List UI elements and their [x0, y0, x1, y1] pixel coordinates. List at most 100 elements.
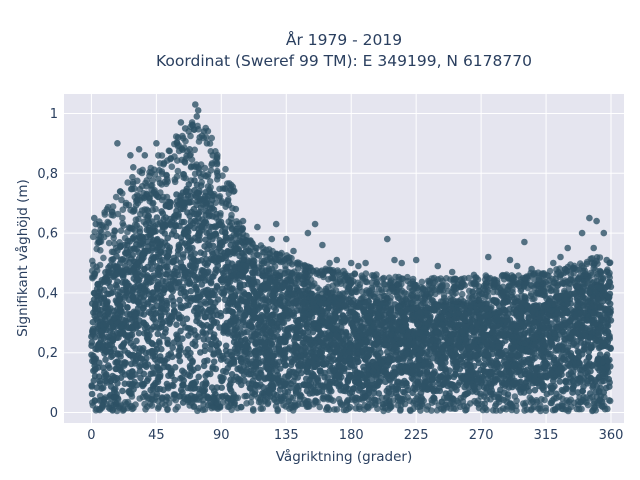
data-point-3223 — [401, 389, 408, 396]
data-point-4714 — [192, 331, 199, 339]
data-point-4534 — [157, 249, 165, 256]
data-point-4962 — [324, 318, 331, 326]
data-point-1702 — [197, 349, 204, 356]
data-point-4137 — [452, 357, 459, 365]
data-point-2478 — [164, 339, 171, 347]
data-point-4389 — [215, 340, 223, 347]
data-point-4442 — [127, 373, 134, 381]
data-point-4778 — [323, 343, 330, 351]
data-point-3550 — [261, 343, 269, 351]
data-point-4537 — [573, 338, 581, 345]
data-point-4968 — [303, 322, 310, 330]
data-point-3310 — [142, 288, 149, 295]
data-point-4877 — [388, 338, 396, 346]
data-point-3829 — [136, 289, 143, 297]
data-point-4794 — [161, 308, 169, 316]
data-point-2612 — [248, 333, 255, 340]
data-point-4616 — [226, 248, 233, 255]
data-point-2876 — [207, 370, 214, 378]
data-point-4483 — [567, 333, 574, 341]
data-point-3480 — [239, 256, 246, 264]
data-point-4008 — [519, 360, 527, 368]
data-point-4553 — [477, 315, 484, 322]
data-point-4659 — [180, 230, 188, 237]
data-point-2910 — [179, 189, 187, 196]
data-point-3526 — [210, 351, 217, 358]
data-point-4918 — [446, 349, 453, 356]
data-point-4952 — [326, 362, 334, 370]
data-point-3263 — [91, 302, 99, 310]
data-point-3126 — [212, 232, 220, 239]
data-point-4185 — [177, 302, 184, 309]
data-point-4255 — [207, 323, 215, 330]
data-point-3740 — [164, 355, 171, 362]
data-point-2045 — [124, 304, 131, 312]
data-point-2513 — [218, 377, 225, 385]
data-point-4900 — [543, 319, 551, 326]
data-point-4304 — [567, 352, 575, 360]
data-point-4540 — [528, 377, 535, 384]
data-point-4278 — [320, 383, 328, 391]
data-point-4573 — [90, 309, 97, 316]
data-point-3621 — [607, 283, 615, 291]
data-point-4166 — [559, 355, 567, 363]
data-point-4309 — [478, 335, 486, 343]
data-point-3340 — [196, 229, 204, 236]
data-point-4881 — [586, 288, 593, 296]
data-point-4582 — [192, 378, 200, 386]
data-point-4973 — [299, 353, 307, 361]
data-point-4848 — [217, 276, 225, 284]
data-point-4771 — [240, 318, 247, 326]
data-point-4793 — [511, 362, 518, 369]
data-point-3339 — [140, 311, 148, 318]
data-point-4673 — [276, 282, 283, 289]
data-point-4950 — [134, 276, 142, 284]
data-point-4667 — [300, 299, 307, 306]
data-point-4696 — [278, 294, 285, 301]
data-point-3517 — [321, 330, 329, 338]
data-point-4474 — [312, 379, 320, 386]
data-point-4676 — [116, 329, 123, 337]
data-point-3935 — [404, 306, 411, 313]
data-point-4650 — [201, 313, 209, 321]
data-point-4571 — [212, 365, 220, 373]
data-point-4512 — [150, 272, 157, 280]
data-point-4366 — [265, 303, 272, 311]
data-point-3330 — [185, 324, 192, 332]
data-point-996 — [603, 384, 610, 392]
data-point-4874 — [384, 356, 392, 363]
data-point-4912 — [128, 264, 135, 272]
data-point-4376 — [155, 288, 162, 295]
data-point-4346 — [494, 349, 501, 357]
data-point-4632 — [153, 324, 161, 331]
data-point-3445 — [243, 357, 250, 365]
data-point-3786 — [345, 371, 353, 379]
data-point-4964 — [157, 356, 164, 364]
data-point-3824 — [202, 219, 210, 227]
data-point-2894 — [88, 390, 96, 398]
data-point-3850 — [192, 283, 200, 291]
data-point-3041 — [403, 382, 411, 390]
data-point-4397 — [92, 345, 99, 353]
data-point-4002 — [603, 351, 611, 359]
data-point-4917 — [216, 324, 223, 331]
data-point-4674 — [590, 309, 597, 317]
data-point-3007 — [119, 387, 126, 395]
data-point-4786 — [462, 338, 470, 346]
data-point-4643 — [156, 373, 164, 381]
data-point-4854 — [168, 270, 176, 278]
data-point-2423 — [133, 337, 140, 345]
data-point-3427 — [156, 308, 164, 316]
data-point-4525 — [149, 385, 157, 393]
data-point-2963 — [185, 332, 192, 339]
data-point-3819 — [326, 380, 334, 388]
data-point-4815 — [334, 371, 342, 379]
data-point-4135 — [117, 374, 125, 382]
data-point-2693 — [157, 272, 164, 279]
data-point-4312 — [178, 374, 186, 381]
data-point-4841 — [494, 343, 502, 350]
data-point-1528 — [189, 340, 196, 348]
data-point-4849 — [318, 316, 325, 324]
data-point-4734 — [279, 355, 287, 363]
data-point-2849 — [521, 367, 529, 375]
